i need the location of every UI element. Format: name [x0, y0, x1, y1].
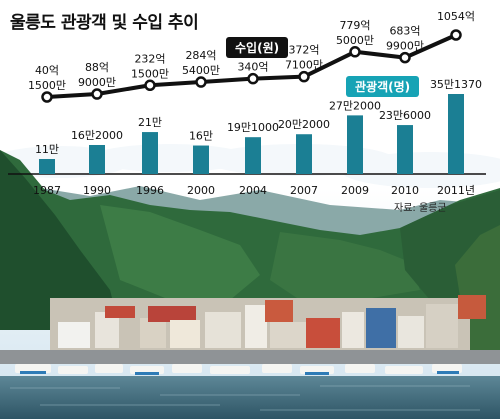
- x-tick-label: 2009: [341, 184, 369, 197]
- visitor-value-label: 21만: [138, 116, 162, 129]
- x-tick-label: 2010: [391, 184, 419, 197]
- visitor-bar: [193, 145, 209, 174]
- revenue-value-label: 88억 9000만: [78, 61, 116, 89]
- visitor-value-label: 35만1370: [430, 78, 482, 91]
- revenue-value-label: 340억: [237, 61, 268, 74]
- x-tick-label: 2007: [290, 184, 318, 197]
- visitor-value-label: 20만2000: [278, 118, 330, 131]
- visitor-bar: [89, 144, 105, 174]
- revenue-value-label: 40억 1500만: [28, 64, 66, 92]
- visitor-bar: [142, 132, 158, 174]
- x-tick-label: 2004: [239, 184, 267, 197]
- revenue-value-label: 232억 1500만: [131, 52, 169, 80]
- visitor-value-label: 11만: [35, 143, 59, 156]
- visitor-bar: [296, 134, 312, 174]
- visitor-bar: [347, 115, 363, 174]
- x-tick-label: 1996: [136, 184, 164, 197]
- visitor-bar: [448, 94, 464, 174]
- revenue-value-label: 284억 5400만: [182, 49, 220, 77]
- revenue-point: [41, 91, 53, 103]
- chart-title: 울릉도 관광객 및 수입 추이: [10, 13, 199, 33]
- visitor-value-label: 16만: [189, 130, 213, 143]
- visitor-value-label: 19만1000: [227, 121, 279, 134]
- visitor-bar: [397, 125, 413, 174]
- x-tick-label: 2000: [187, 184, 215, 197]
- visitor-bar: [245, 137, 261, 174]
- revenue-point: [91, 88, 103, 100]
- source-note: 자료: 울릉군: [394, 203, 447, 214]
- revenue-point: [399, 51, 411, 64]
- legend-visitors: 관광객(명): [346, 76, 420, 97]
- revenue-value-label: 683억 9900만: [386, 25, 424, 53]
- x-tick-label: 1987: [33, 184, 61, 197]
- revenue-point: [195, 76, 207, 88]
- visitor-value-label: 27만2000: [329, 99, 381, 112]
- legend-revenue: 수입(원): [226, 37, 289, 58]
- revenue-value-label: 779억 5000만: [336, 19, 374, 47]
- visitor-bar: [39, 159, 55, 174]
- revenue-point: [247, 72, 259, 85]
- revenue-value-label: 372억 7100만: [285, 44, 323, 72]
- revenue-value-label: 1054억: [437, 10, 475, 23]
- revenue-point: [450, 29, 462, 41]
- x-tick-label: 2011년: [437, 184, 475, 197]
- revenue-point: [298, 70, 310, 83]
- visitor-value-label: 16만2000: [71, 129, 123, 142]
- revenue-point: [349, 46, 361, 58]
- revenue-point: [144, 79, 156, 92]
- x-tick-label: 1990: [83, 184, 111, 197]
- visitor-value-label: 23만6000: [379, 109, 431, 122]
